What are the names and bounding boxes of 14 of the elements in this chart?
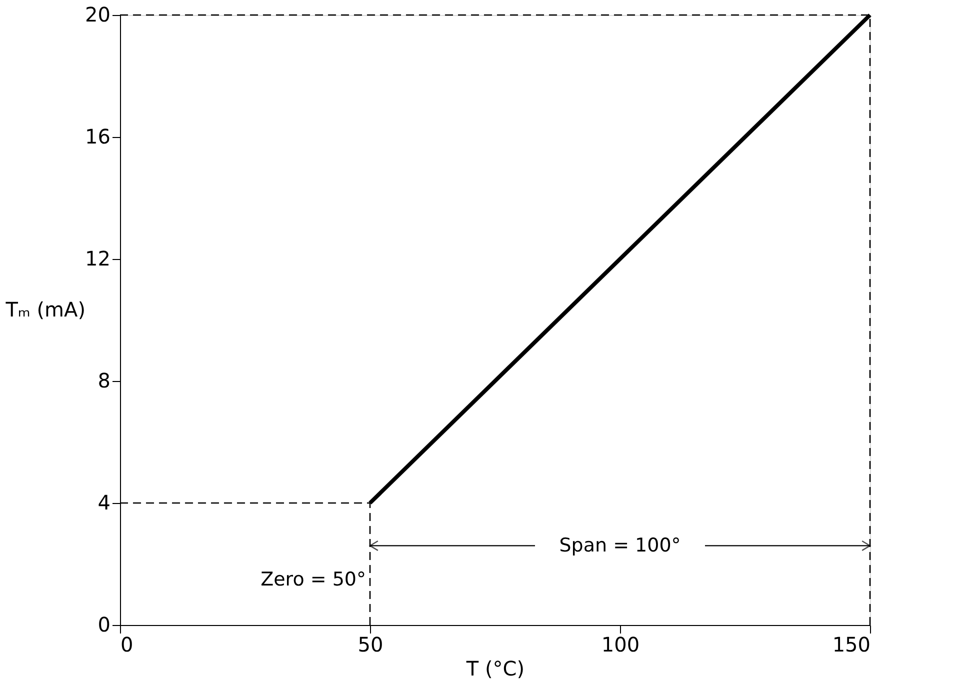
- y-axis-title: Tₘ (mA): [4, 298, 86, 322]
- y-tick-label: 0: [98, 612, 110, 636]
- y-tick-label: 20: [85, 2, 110, 26]
- annotation: Zero = 50°: [260, 568, 366, 590]
- y-tick-label: 4: [98, 490, 110, 514]
- annotation: Span = 100°: [559, 534, 681, 557]
- x-tick-label: 0: [120, 632, 134, 656]
- y-tick-label: 16: [85, 124, 110, 148]
- x-tick-label: 50: [358, 632, 384, 656]
- x-tick-label: 150: [832, 632, 870, 656]
- y-tick-label: 12: [85, 246, 110, 270]
- x-tick-label: 100: [601, 632, 640, 656]
- y-tick-label: 8: [98, 368, 110, 392]
- x-axis-title: T (°C): [465, 656, 525, 680]
